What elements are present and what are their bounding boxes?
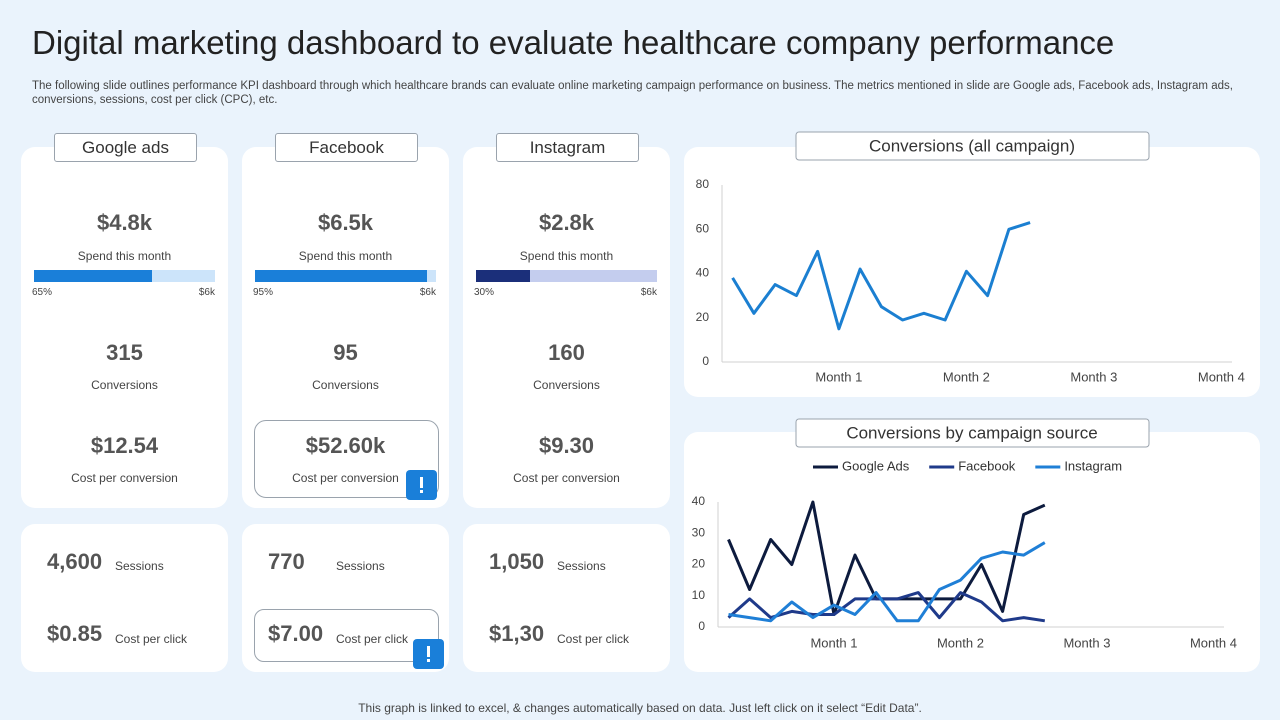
cost-per-conversion: $9.30	[538, 433, 595, 458]
progress-fill	[34, 270, 152, 282]
sessions-label: Sessions	[557, 559, 606, 573]
progress-track	[34, 270, 215, 282]
progress-label: 95%	[253, 287, 274, 298]
footer: This graph is linked to excel, & changes…	[358, 701, 922, 715]
cost-per-click-label: Cost per click	[336, 632, 409, 646]
progress-max: $6k	[419, 287, 436, 298]
cost-per-conversion-label: Cost per conversion	[71, 471, 178, 485]
chart-title: Conversions (all campaign)	[869, 136, 1075, 155]
progress-max: $6k	[640, 287, 657, 298]
progress-label: 30%	[474, 287, 495, 298]
session-card	[463, 524, 670, 672]
alert-bar	[420, 477, 423, 488]
spend-value: $6.5k	[317, 210, 374, 235]
conversions-label: Conversions	[312, 378, 379, 392]
progress-max: $6k	[198, 287, 215, 298]
sessions-label: Sessions	[336, 559, 385, 573]
sessions-value: 1,050	[489, 549, 545, 574]
alert-button[interactable]	[413, 639, 444, 669]
series-line	[731, 221, 1031, 331]
cost-per-click: $1,30	[489, 621, 545, 646]
conversions-label: Conversions	[91, 378, 158, 392]
chart-title-tab	[795, 418, 1150, 448]
alert-dot	[420, 490, 423, 493]
x-tick-label: Month 4	[1198, 369, 1245, 384]
card-tab: Facebook	[275, 133, 418, 162]
card-tab: Google ads	[54, 133, 197, 162]
spend-value: $4.8k	[96, 210, 153, 235]
spend-label: Spend this month	[77, 249, 172, 263]
chart-title-tab	[795, 131, 1150, 161]
x-tick-label: Month 1	[810, 635, 857, 650]
conversions-value: 160	[548, 340, 585, 365]
sessions-value: 4,600	[47, 549, 103, 574]
series-line	[727, 591, 1046, 623]
y-tick-label: 60	[696, 221, 710, 235]
page-title: Digital marketing dashboard to evaluate …	[32, 24, 1115, 61]
spend-label: Spend this month	[298, 249, 393, 263]
conversions-label: Conversions	[533, 378, 600, 392]
kpi-card	[21, 147, 228, 508]
chart-panel	[684, 147, 1260, 397]
cost-per-click-label: Cost per click	[115, 632, 188, 646]
page-subtitle: The following slide outlines performance…	[32, 80, 1233, 106]
x-tick-label: Month 2	[943, 369, 990, 384]
kpi-card	[463, 147, 670, 508]
x-tick-label: Month 2	[937, 635, 984, 650]
progress-track	[476, 270, 657, 282]
progress-track	[255, 270, 436, 282]
series-line	[728, 541, 1046, 623]
progress-fill	[476, 270, 531, 282]
y-tick-label: 0	[698, 619, 705, 633]
legend-label: Google Ads	[842, 458, 910, 473]
y-tick-label: 30	[692, 525, 706, 539]
cost-per-conversion: $12.54	[90, 433, 159, 458]
cost-per-conversion-label: Cost per conversion	[292, 471, 399, 485]
conversions-value: 315	[106, 340, 143, 365]
x-tick-label: Month 4	[1190, 635, 1237, 650]
cost-per-click: $0.85	[47, 621, 103, 646]
alert-bar	[427, 646, 430, 657]
legend-label: Instagram	[1064, 458, 1122, 473]
cost-per-click: $7.00	[268, 621, 324, 646]
cost-per-click-label: Cost per click	[557, 632, 630, 646]
x-tick-label: Month 1	[815, 369, 862, 384]
alert-button[interactable]	[406, 470, 437, 500]
progress-fill	[255, 270, 427, 282]
cost-per-conversion-label: Cost per conversion	[513, 471, 620, 485]
x-tick-label: Month 3	[1063, 635, 1110, 650]
x-tick-label: Month 3	[1070, 369, 1117, 384]
conversions-value: 95	[333, 340, 358, 365]
progress-label: 65%	[32, 287, 53, 298]
y-tick-label: 20	[692, 557, 706, 571]
spend-label: Spend this month	[519, 249, 614, 263]
highlight-box	[254, 609, 439, 662]
y-tick-label: 40	[692, 494, 706, 508]
chart-title: Conversions by campaign source	[846, 423, 1097, 442]
sessions-value: 770	[268, 549, 305, 574]
cost-per-conversion: $52.60k	[305, 433, 386, 458]
card-tab: Instagram	[496, 133, 639, 162]
y-tick-label: 80	[696, 177, 710, 191]
sessions-label: Sessions	[115, 559, 164, 573]
y-tick-label: 10	[692, 588, 706, 602]
session-card	[21, 524, 228, 672]
y-tick-label: 40	[696, 266, 710, 280]
spend-value: $2.8k	[538, 210, 595, 235]
y-tick-label: 0	[702, 354, 709, 368]
legend-label: Facebook	[958, 458, 1016, 473]
alert-dot	[427, 659, 430, 662]
y-tick-label: 20	[696, 310, 710, 324]
